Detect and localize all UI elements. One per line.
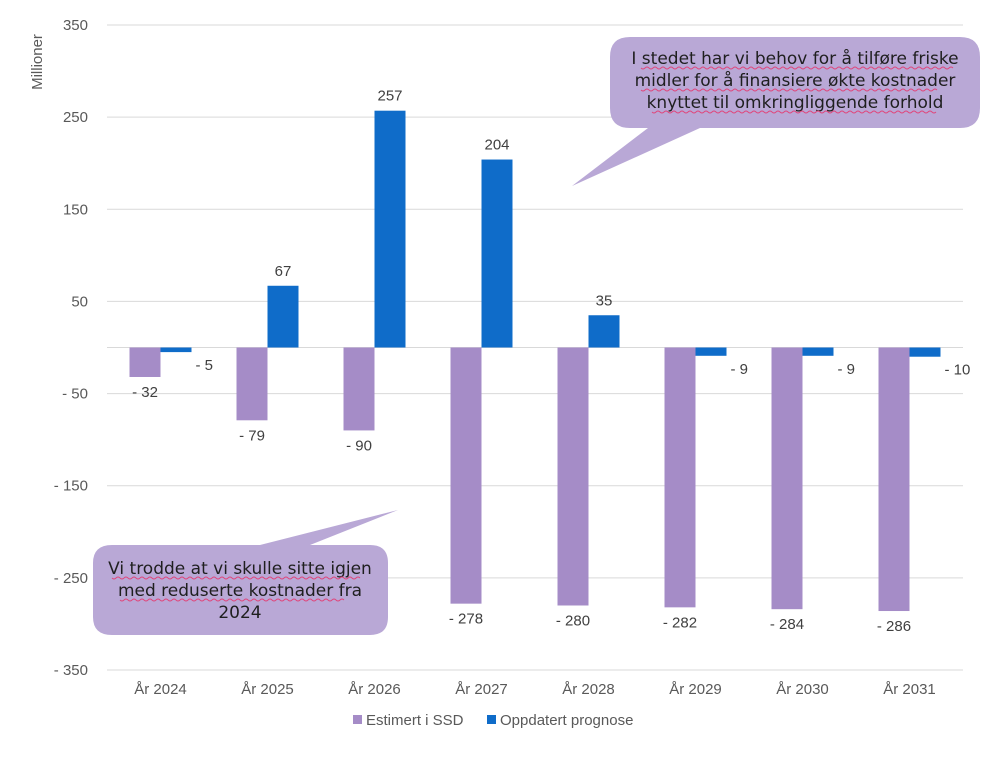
bar-oppdatert [588,315,620,348]
bar-oppdatert [802,347,834,356]
data-label: 204 [484,137,509,154]
y-tick-label: 50 [71,293,88,310]
x-category-label: År 2027 [455,681,508,698]
spellcheck-underline [119,598,345,602]
data-label: - 284 [770,616,804,633]
y-tick-label: 350 [63,17,88,34]
bar-oppdatert [695,347,727,356]
x-category-label: År 2029 [669,681,722,698]
y-tick-label: - 150 [54,478,88,495]
legend-label: Oppdatert prognose [500,712,633,729]
legend-swatch [487,715,496,724]
bar-estimert [771,347,803,610]
legend-label: Estimert i SSD [366,712,464,729]
data-label: - 280 [556,613,590,630]
bar-oppdatert [160,347,192,353]
x-category-label: År 2025 [241,681,294,698]
data-label: - 90 [346,437,372,454]
legend-swatch [353,715,362,724]
callout-bottom: Vi trodde at vi skulle sitte igjen med r… [93,510,398,635]
bar-estimert [343,347,375,431]
data-label: - 9 [731,361,749,378]
legend: Estimert i SSD Oppdatert prognose [353,712,633,729]
spellcheck-underline [111,576,361,580]
data-label: 257 [377,88,402,105]
x-category-label: År 2030 [776,681,829,698]
y-axis-label: Millioner [29,34,46,90]
y-axis-ticks: 350 250 150 50 - 50 - 150 - 250 - 350 [54,17,88,679]
x-category-label: År 2024 [134,681,187,698]
bar-estimert [557,347,589,606]
bar-estimert [450,347,482,604]
data-label: 67 [275,263,292,280]
data-label: - 286 [877,618,911,635]
data-label: - 32 [132,384,158,401]
data-label: - 79 [239,427,265,444]
y-tick-label: - 250 [54,570,88,587]
spellcheck-underline [640,66,954,70]
data-label: - 5 [196,357,214,374]
bar-estimert [878,347,910,612]
y-tick-label: 250 [63,109,88,126]
x-category-label: År 2031 [883,681,936,698]
x-category-label: År 2028 [562,681,615,698]
callout-bottom-line-3: 2024 [218,603,261,623]
callout-top-line-3: knyttet til omkringliggende forhold [647,93,944,113]
data-label: - 282 [663,614,697,631]
callout-top: I stedet har vi behov for å tilføre fris… [572,37,980,186]
spellcheck-underline [640,88,938,92]
callout-bottom-line-2: med reduserte kostnader fra [118,581,362,601]
data-label: - 278 [449,611,483,628]
bar-estimert [236,347,268,421]
bar-estimert [129,347,161,377]
callout-top-line-2: midler for å finansiere økte kostnader [635,70,956,91]
callout-bottom-line-1: Vi trodde at vi skulle sitte igjen [108,559,372,579]
y-tick-label: - 50 [62,386,88,403]
bar-oppdatert [267,285,299,348]
data-label: - 9 [838,361,856,378]
y-tick-label: 150 [63,201,88,218]
data-label: 35 [596,292,613,309]
bar-oppdatert [481,159,513,348]
x-category-label: År 2026 [348,681,401,698]
spellcheck-underline [651,110,937,114]
bars: - 32 - 5 - 79 67 - 90 257 - 278 204 - 280 35 - 282… [129,88,971,635]
callout-bottom-shape [93,510,398,635]
bar-estimert [664,347,696,608]
data-label: - 10 [945,362,971,379]
x-axis-categories: År 2024 År 2025 År 2026 År 2027 År 2028 År 20… [134,681,936,698]
bar-oppdatert [374,110,406,348]
bar-oppdatert [909,347,941,357]
y-tick-label: - 350 [54,662,88,679]
callout-top-line-1: I stedet har vi behov for å tilføre fris… [631,48,958,69]
